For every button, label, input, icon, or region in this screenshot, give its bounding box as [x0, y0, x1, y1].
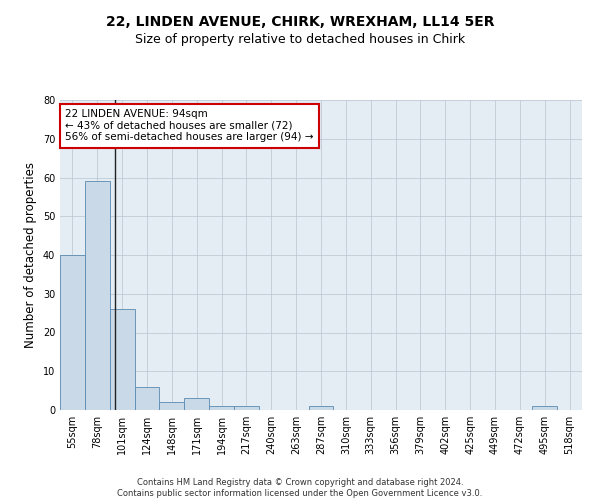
Bar [184, 398, 209, 410]
Bar [60, 255, 85, 410]
Bar [134, 387, 160, 410]
Bar [160, 402, 184, 410]
Text: Contains HM Land Registry data © Crown copyright and database right 2024.
Contai: Contains HM Land Registry data © Crown c… [118, 478, 482, 498]
Text: 22 LINDEN AVENUE: 94sqm
← 43% of detached houses are smaller (72)
56% of semi-de: 22 LINDEN AVENUE: 94sqm ← 43% of detache… [65, 110, 314, 142]
Text: Size of property relative to detached houses in Chirk: Size of property relative to detached ho… [135, 32, 465, 46]
Bar [209, 406, 234, 410]
Text: 22, LINDEN AVENUE, CHIRK, WREXHAM, LL14 5ER: 22, LINDEN AVENUE, CHIRK, WREXHAM, LL14 … [106, 15, 494, 29]
Bar [110, 309, 134, 410]
Y-axis label: Number of detached properties: Number of detached properties [24, 162, 37, 348]
Bar [532, 406, 557, 410]
Bar [234, 406, 259, 410]
Bar [308, 406, 334, 410]
Bar [85, 182, 110, 410]
